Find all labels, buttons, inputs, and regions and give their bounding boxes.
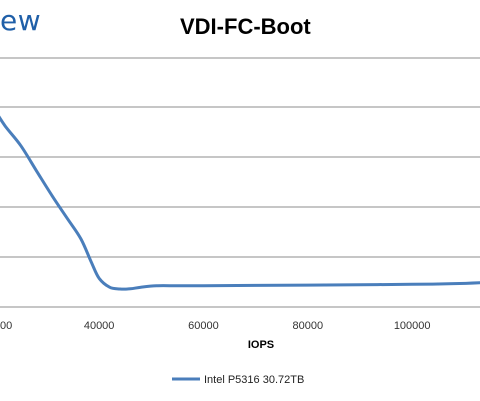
x-tick-label: 40000 <box>84 320 115 332</box>
logo-text-fragment: ew <box>0 4 42 37</box>
legend: Intel P5316 30.72TB <box>172 374 304 386</box>
x-tick-labels: 00 40000 60000 80000 100000 <box>0 320 431 332</box>
x-tick-label: 100000 <box>394 320 431 332</box>
x-axis-title: IOPS <box>248 339 274 351</box>
series-line-intel-p5316 <box>0 115 480 291</box>
x-tick-label: 80000 <box>293 320 324 332</box>
legend-label: Intel P5316 30.72TB <box>204 374 304 386</box>
x-tick-label: 60000 <box>188 320 219 332</box>
chart-title: VDI-FC-Boot <box>180 14 311 39</box>
grid-lines <box>0 57 480 258</box>
x-tick-label: 00 <box>0 320 12 332</box>
